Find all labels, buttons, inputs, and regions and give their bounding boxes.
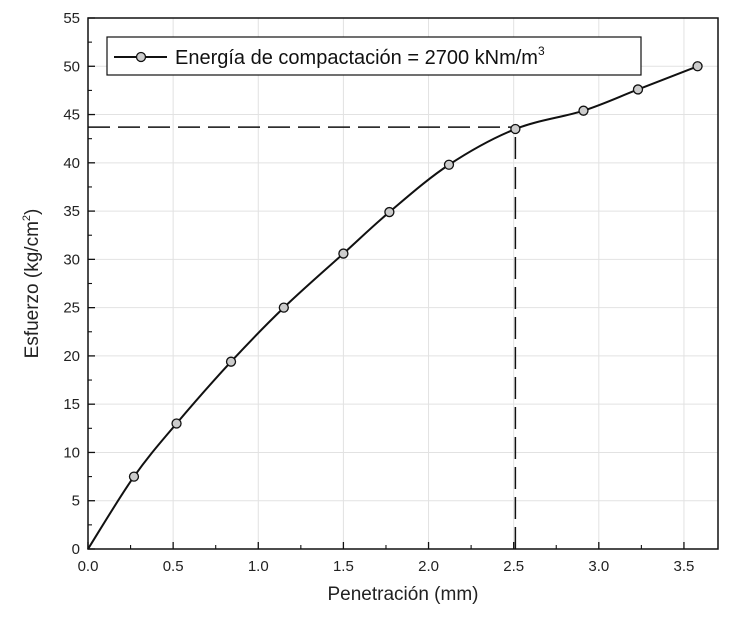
data-point bbox=[578, 105, 589, 116]
x-tick-label: 3.5 bbox=[674, 558, 695, 575]
x-tick-label: 0.5 bbox=[163, 558, 184, 575]
reference-lines bbox=[88, 126, 517, 549]
x-axis-label: Penetración (mm) bbox=[328, 584, 479, 605]
y-tick-label: 25 bbox=[63, 300, 80, 317]
grid bbox=[87, 17, 718, 550]
legend: Energía de compactación = 2700 kNm/m3 bbox=[106, 36, 642, 76]
series bbox=[87, 61, 703, 550]
x-tick-label: 0.0 bbox=[78, 558, 99, 575]
y-axis-label-superscript: 2 bbox=[21, 215, 33, 221]
plot-frame bbox=[87, 17, 719, 550]
y-tick-label: 0 bbox=[72, 541, 80, 558]
y-tick-label: 15 bbox=[63, 396, 80, 413]
data-point bbox=[128, 471, 140, 482]
data-point bbox=[692, 61, 703, 72]
y-tick-label: 45 bbox=[63, 107, 80, 124]
legend-entry-label: Energía de compactación = 2700 kNm/m3 bbox=[175, 44, 545, 69]
y-tick-label: 35 bbox=[63, 203, 80, 220]
x-tick-label: 1.0 bbox=[248, 558, 269, 575]
data-point bbox=[171, 418, 182, 429]
y-axis-label-end: ) bbox=[22, 209, 43, 215]
y-tick-label: 40 bbox=[63, 155, 80, 172]
data-point bbox=[510, 123, 521, 135]
x-tick-label: 2.5 bbox=[503, 558, 524, 575]
data-point bbox=[632, 84, 644, 95]
y-tick-label: 10 bbox=[63, 444, 80, 461]
tick-labels: 0.0 0.5 1.0 1.5 2.0 2.5 3.0 3.5 0 5 10 15 20 25 30 35 40… bbox=[63, 10, 694, 575]
data-point bbox=[278, 302, 289, 313]
ticks bbox=[87, 17, 685, 550]
x-tick-label: 3.0 bbox=[588, 558, 609, 575]
y-tick-label: 55 bbox=[63, 10, 80, 27]
legend-marker-swatch bbox=[135, 51, 147, 63]
y-tick-label: 20 bbox=[63, 348, 80, 365]
x-tick-label: 1.5 bbox=[333, 558, 354, 575]
data-point bbox=[338, 248, 349, 259]
y-axis-label: Esfuerzo (kg/cm2) bbox=[21, 209, 43, 359]
legend-box bbox=[106, 36, 642, 76]
data-point bbox=[225, 356, 237, 367]
y-tick-label: 50 bbox=[63, 58, 80, 75]
x-tick-label: 2.0 bbox=[418, 558, 439, 575]
data-point bbox=[384, 206, 395, 218]
data-point bbox=[443, 159, 455, 170]
y-tick-label: 5 bbox=[72, 493, 80, 510]
y-tick-label: 30 bbox=[63, 251, 80, 268]
legend-entry-superscript: 3 bbox=[538, 44, 545, 58]
